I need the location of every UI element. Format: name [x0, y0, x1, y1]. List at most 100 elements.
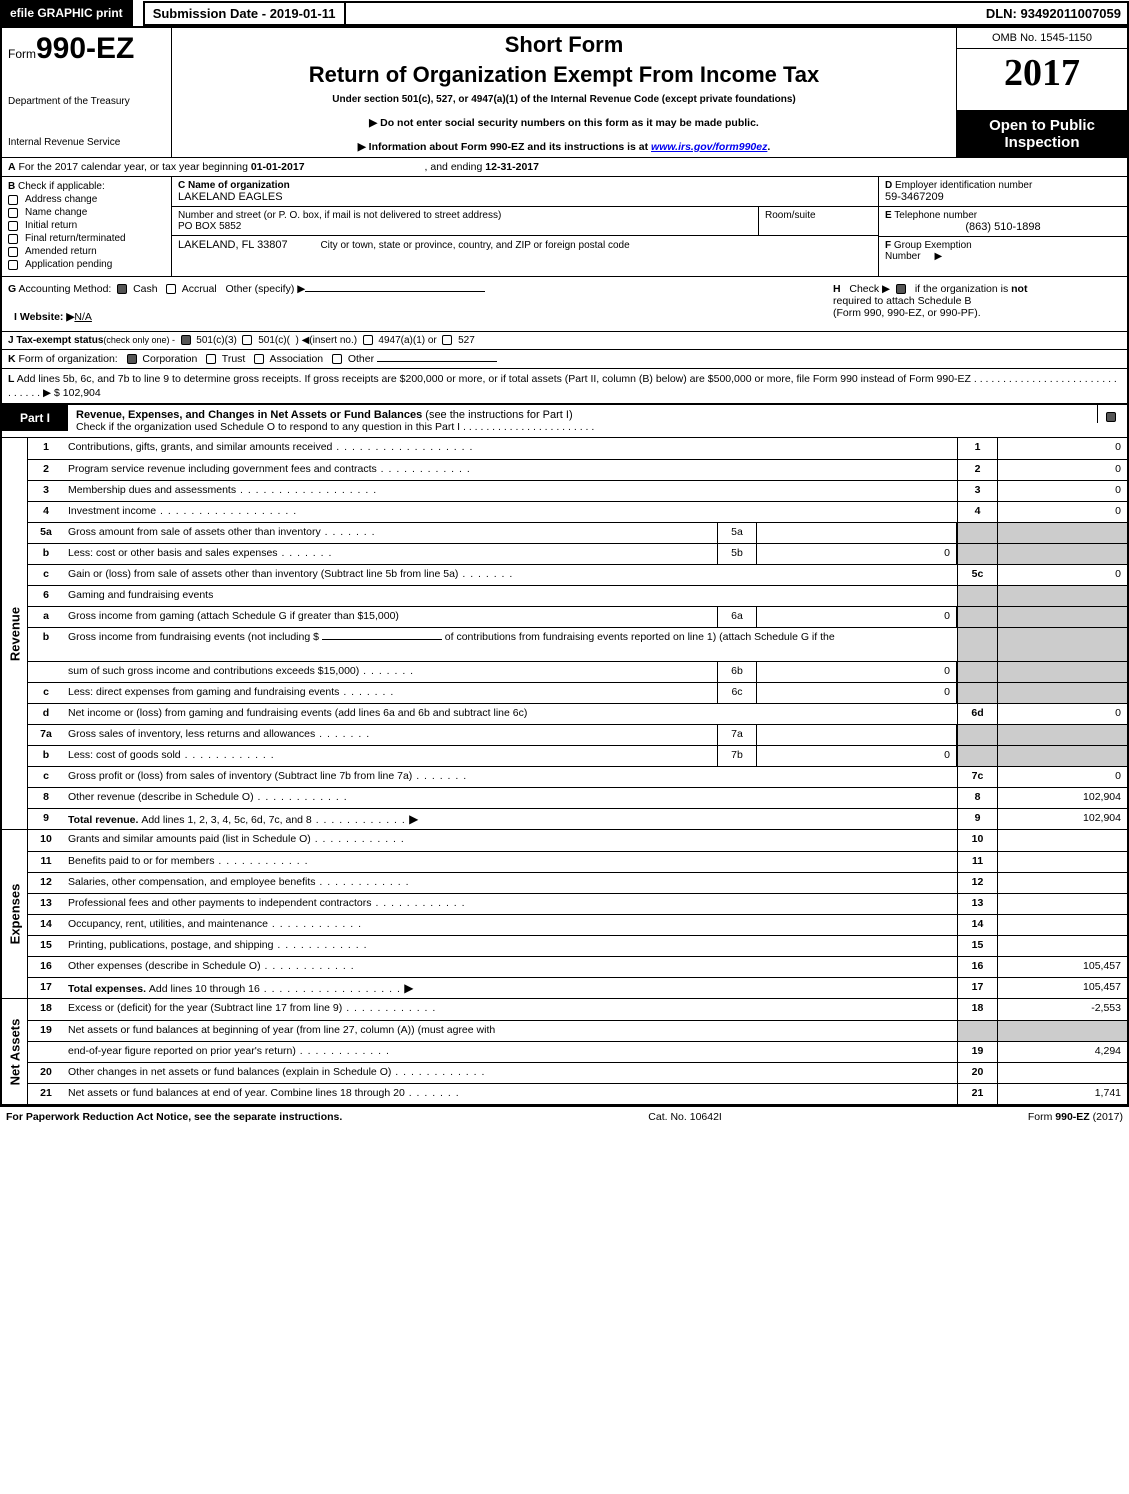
- line-8-val: 102,904: [997, 788, 1127, 808]
- note-info-pre: ▶ Information about Form 990-EZ and its …: [358, 141, 651, 153]
- line-19a: 19 Net assets or fund balances at beginn…: [28, 1020, 1127, 1041]
- line-13-num: 13: [28, 894, 64, 914]
- dept-treasury: Department of the Treasury: [8, 96, 165, 107]
- line-2: 2 Program service revenue including gove…: [28, 459, 1127, 480]
- line-19a-desc: Net assets or fund balances at beginning…: [64, 1021, 957, 1041]
- line-7c-desc: Gross profit or (loss) from sales of inv…: [64, 767, 957, 787]
- line-20: 20 Other changes in net assets or fund b…: [28, 1062, 1127, 1083]
- line-12-num: 12: [28, 873, 64, 893]
- line-20-desc: Other changes in net assets or fund bala…: [64, 1063, 957, 1083]
- line-1-num: 1: [28, 438, 64, 459]
- chk-501c3[interactable]: [181, 335, 191, 345]
- vlabel-expenses: Expenses: [7, 884, 22, 945]
- line-6a-val-blank: [997, 607, 1127, 627]
- vlabel-netassets-cell: Net Assets: [2, 999, 28, 1104]
- irs-link[interactable]: www.irs.gov/form990ez: [651, 141, 767, 153]
- note-ssn: ▶ Do not enter social security numbers o…: [182, 117, 946, 129]
- line-7c-num: c: [28, 767, 64, 787]
- line-2-col: 2: [957, 460, 997, 480]
- line-9-num: 9: [28, 809, 64, 829]
- line-12-val: [997, 873, 1127, 893]
- row-i-website: I Website: ▶N/A: [8, 309, 821, 325]
- line-6c-num: c: [28, 683, 64, 703]
- line-20-col: 20: [957, 1063, 997, 1083]
- line-5b-col-blank: [957, 544, 997, 564]
- line-19a-col-blank: [957, 1021, 997, 1041]
- chk-corporation[interactable]: [127, 354, 137, 364]
- part-i-tag: Part I: [2, 405, 68, 431]
- lbl-name-change: Name change: [25, 207, 87, 218]
- line-18: 18 Excess or (deficit) for the year (Sub…: [28, 999, 1127, 1020]
- row-c-name: C Name of organization LAKELAND EAGLES: [172, 177, 878, 207]
- part-i-title-sub: (see the instructions for Part I): [425, 409, 572, 421]
- line-5c-val: 0: [997, 565, 1127, 585]
- chk-527[interactable]: [442, 335, 452, 345]
- line-7a-col-blank: [957, 725, 997, 745]
- chk-initial-return[interactable]: [8, 221, 18, 231]
- lbl-other-org: Other: [348, 353, 374, 365]
- chk-501c[interactable]: [242, 335, 252, 345]
- line-5c: c Gain or (loss) from sale of assets oth…: [28, 564, 1127, 585]
- tax-exempt-sub: (check only one) -: [103, 335, 175, 345]
- footer-right: Form 990-EZ (2017): [1028, 1111, 1123, 1123]
- chk-association[interactable]: [254, 354, 264, 364]
- line-18-num: 18: [28, 999, 64, 1020]
- lbl-4947: 4947(a)(1) or: [378, 335, 436, 346]
- chk-accrual[interactable]: [166, 284, 176, 294]
- line-16-desc: Other expenses (describe in Schedule O): [64, 957, 957, 977]
- room-lbl: Room/suite: [765, 210, 816, 221]
- line-13-col: 13: [957, 894, 997, 914]
- chk-cash[interactable]: [117, 284, 127, 294]
- chk-name-change[interactable]: [8, 208, 18, 218]
- line-14: 14 Occupancy, rent, utilities, and maint…: [28, 914, 1127, 935]
- chk-other-org[interactable]: [332, 354, 342, 364]
- row-a-mid: , and ending: [425, 161, 486, 173]
- line-19a-val-blank: [997, 1021, 1127, 1041]
- chk-schedule-o[interactable]: [1106, 412, 1116, 422]
- footer-right-bold: 990-EZ: [1055, 1111, 1089, 1123]
- header-right: OMB No. 1545-1150 2017 Open to Public In…: [957, 28, 1127, 157]
- chk-amended-return[interactable]: [8, 247, 18, 257]
- lbl-527: 527: [458, 335, 475, 346]
- line-12-col: 12: [957, 873, 997, 893]
- line-5b-num: b: [28, 544, 64, 564]
- line-5a-col-blank: [957, 523, 997, 543]
- h-not: not: [1011, 283, 1027, 295]
- block-def: D Employer identification number 59-3467…: [879, 177, 1127, 276]
- line-2-num: 2: [28, 460, 64, 480]
- row-a-pre: For the 2017 calendar year, or tax year …: [19, 161, 251, 173]
- line-6b-val-blank: [997, 662, 1127, 682]
- phone-lbl: Telephone number: [894, 210, 977, 221]
- line-16-val: 105,457: [997, 957, 1127, 977]
- other-org-line[interactable]: [377, 361, 497, 362]
- form-header: Form990-EZ Department of the Treasury In…: [2, 26, 1127, 157]
- row-l-gross-receipts: L Add lines 5b, 6c, and 7b to line 9 to …: [2, 368, 1127, 403]
- line-19b-col: 19: [957, 1042, 997, 1062]
- line-6d-col: 6d: [957, 704, 997, 724]
- chk-address-change[interactable]: [8, 195, 18, 205]
- line-5c-col: 5c: [957, 565, 997, 585]
- chk-schedule-b-not-required[interactable]: [896, 284, 906, 294]
- other-specify-line[interactable]: [305, 291, 485, 292]
- line-10-col: 10: [957, 830, 997, 851]
- chk-application-pending[interactable]: [8, 260, 18, 270]
- line-7b-minival: 0: [757, 746, 957, 766]
- tax-year: 2017: [957, 49, 1127, 111]
- chk-final-return[interactable]: [8, 234, 18, 244]
- line-11-num: 11: [28, 852, 64, 872]
- line-15-desc: Printing, publications, postage, and shi…: [64, 936, 957, 956]
- line-14-val: [997, 915, 1127, 935]
- line-6b-blank[interactable]: [322, 639, 442, 640]
- topbar: efile GRAPHIC print Submission Date - 20…: [0, 0, 1129, 26]
- header-left: Form990-EZ Department of the Treasury In…: [2, 28, 172, 157]
- line-6c-mini: 6c: [717, 683, 757, 703]
- lbl-501c-close: ) ◀(insert no.): [295, 335, 357, 346]
- line-6bpre-col-blank: [957, 628, 997, 661]
- ein-lbl: Employer identification number: [895, 180, 1032, 191]
- row-d-ein: D Employer identification number 59-3467…: [879, 177, 1127, 207]
- chk-4947[interactable]: [363, 335, 373, 345]
- efile-print-button[interactable]: efile GRAPHIC print: [0, 0, 133, 26]
- part-i-subtitle: Check if the organization used Schedule …: [76, 421, 1089, 433]
- label-l: L: [8, 373, 14, 385]
- chk-trust[interactable]: [206, 354, 216, 364]
